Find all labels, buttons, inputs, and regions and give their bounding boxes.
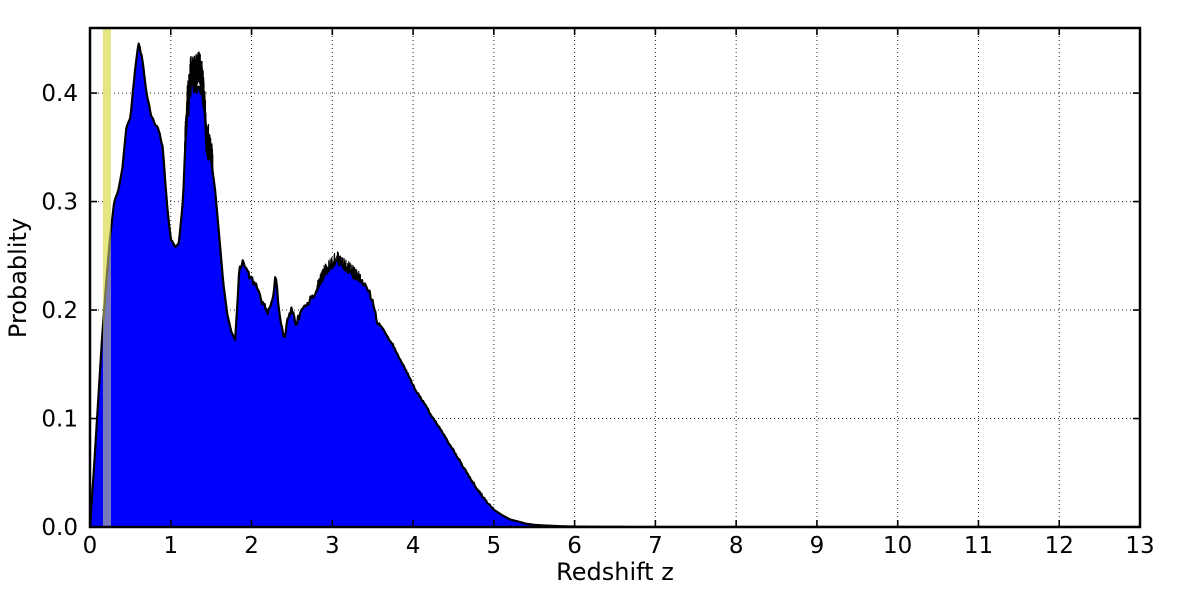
x-axis-title: Redshift z (556, 558, 674, 586)
y-tick-label: 0.3 (41, 190, 78, 216)
x-tick-label: 13 (1125, 533, 1154, 559)
x-tick-label: 1 (163, 533, 178, 559)
x-tick-label: 8 (729, 533, 744, 559)
y-tick-label: 0.0 (41, 515, 78, 541)
y-axis-ticks (90, 92, 1140, 528)
x-tick-label: 7 (648, 533, 663, 559)
x-tick-label: 0 (83, 533, 98, 559)
x-tick-label: 2 (244, 533, 259, 559)
probability-area-fill (90, 43, 1140, 527)
y-tick-label: 0.2 (41, 298, 78, 324)
plot-frame (88, 26, 1142, 529)
x-tick-label: 11 (964, 533, 993, 559)
x-tick-label: 12 (1045, 533, 1074, 559)
x-tick-label: 4 (406, 533, 421, 559)
x-tick-label: 3 (325, 533, 340, 559)
y-axis-title: Probablity (4, 218, 32, 338)
y-tick-label: 0.1 (41, 407, 78, 433)
x-tick-label: 6 (567, 533, 582, 559)
x-axis-ticks (89, 28, 1141, 527)
x-tick-label: 10 (883, 533, 912, 559)
redshift-marker-band-overlay (102, 28, 111, 527)
y-axis-tick-labels: 0.0 0.1 0.2 0.3 0.4 (41, 81, 78, 541)
x-tick-label: 5 (487, 533, 502, 559)
probability-curve-noise (184, 51, 362, 294)
x-axis-tick-labels: 0 1 2 3 4 5 6 7 8 9 10 11 12 13 (83, 533, 1155, 559)
y-tick-label: 0.4 (41, 81, 78, 107)
x-tick-label: 9 (810, 533, 825, 559)
y-gridlines (90, 92, 1140, 420)
